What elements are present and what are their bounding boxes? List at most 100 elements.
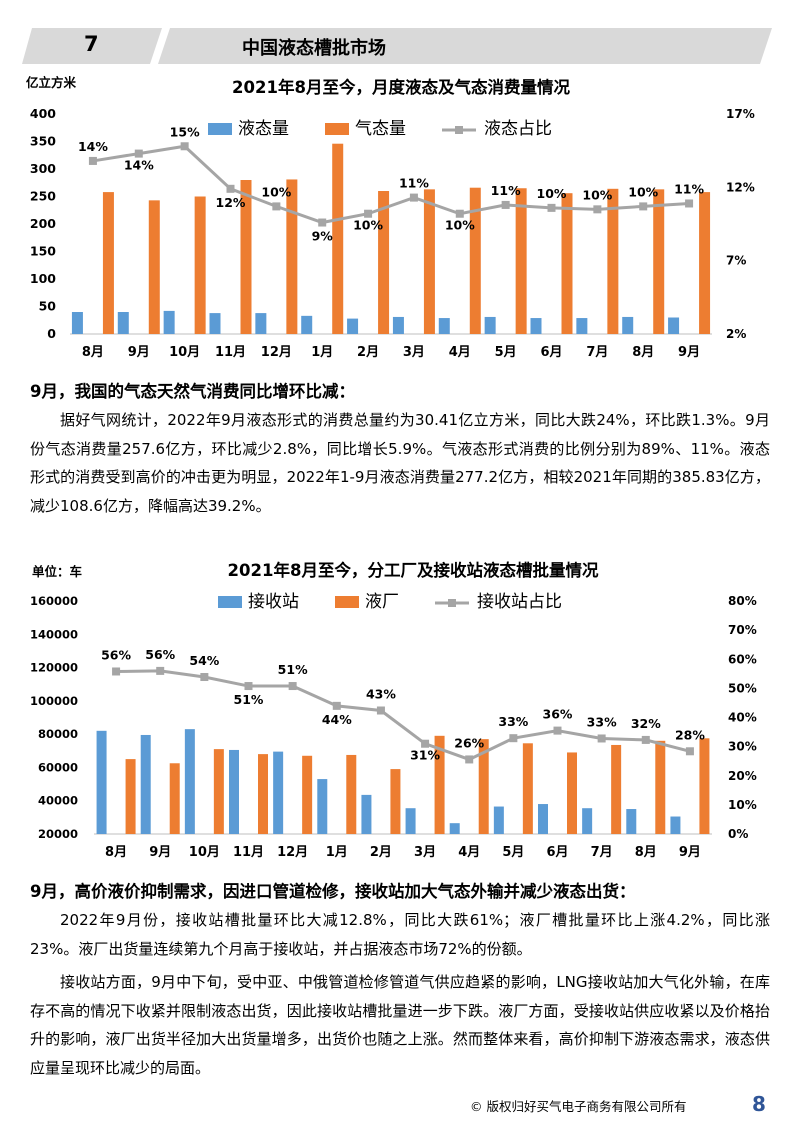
data-label: 10% bbox=[261, 184, 291, 199]
line-point bbox=[376, 706, 385, 715]
data-label: 32% bbox=[631, 716, 661, 731]
data-label: 9% bbox=[312, 229, 334, 244]
bar-series-2 bbox=[194, 196, 206, 334]
data-label: 11% bbox=[399, 176, 429, 191]
legend-item: 接收站占比 bbox=[435, 592, 562, 612]
footer-copyright: © 版权归好买气电子商务有限公司所有 bbox=[470, 1099, 687, 1114]
legend-label: 液厂 bbox=[365, 592, 399, 612]
bar-series-2 bbox=[213, 749, 224, 834]
legend-item: 液态量 bbox=[208, 119, 289, 139]
y-tick-left: 80000 bbox=[38, 727, 78, 741]
bar-series-2 bbox=[522, 743, 533, 834]
line-series bbox=[116, 669, 691, 762]
y-tick-right: 70% bbox=[728, 623, 757, 637]
data-label: 10% bbox=[628, 184, 658, 199]
bar-series-1 bbox=[530, 318, 542, 334]
x-tick-label: 8月 bbox=[82, 345, 104, 360]
y-tick-right: 12% bbox=[726, 180, 755, 194]
x-tick-label: 7月 bbox=[586, 345, 608, 360]
legend-label: 接收站占比 bbox=[477, 592, 562, 612]
bar-series-1 bbox=[347, 318, 359, 334]
x-tick-label: 10月 bbox=[169, 345, 200, 360]
section-title: 中国液态槽批市场 bbox=[242, 38, 386, 59]
line-point bbox=[641, 735, 650, 744]
bar-series-2 bbox=[346, 754, 357, 834]
y-tick-right: 7% bbox=[726, 254, 746, 268]
line-point bbox=[364, 209, 373, 218]
y-tick-right: 17% bbox=[726, 107, 755, 121]
y-tick-left: 100000 bbox=[30, 694, 78, 708]
data-label: 26% bbox=[454, 735, 484, 750]
bar-series-2 bbox=[567, 752, 577, 834]
bar-series-1 bbox=[209, 313, 221, 334]
line-point bbox=[332, 701, 341, 710]
line-point bbox=[547, 203, 556, 212]
data-label: 11% bbox=[674, 181, 704, 196]
bar-series-1 bbox=[626, 809, 637, 834]
bar-series-2 bbox=[302, 755, 313, 834]
y-tick-right: 2% bbox=[726, 327, 746, 341]
x-tick-label: 2月 bbox=[370, 845, 392, 860]
bar-series-1 bbox=[582, 808, 593, 834]
y-tick-left: 20000 bbox=[38, 827, 78, 841]
bar-series-2 bbox=[478, 739, 489, 834]
legend-item: 气态量 bbox=[325, 119, 406, 139]
x-tick-label: 3月 bbox=[403, 345, 425, 360]
legend-swatch bbox=[208, 123, 232, 135]
y-tick-left: 40000 bbox=[38, 794, 78, 808]
legend-swatch bbox=[335, 596, 359, 608]
header-title-bg bbox=[158, 28, 772, 64]
section-heading-2: 9月，高价液价抑制需求，因进口管道检修，接收站加大气态外输并减少液态出货： bbox=[30, 882, 636, 901]
data-label: 33% bbox=[587, 714, 617, 729]
y-tick-left: 400 bbox=[30, 106, 56, 121]
data-label: 43% bbox=[366, 687, 396, 702]
y-tick-right: 10% bbox=[728, 798, 757, 812]
bar-series-1 bbox=[163, 310, 175, 334]
line-point bbox=[318, 218, 327, 227]
legend-item: 接收站 bbox=[218, 592, 299, 612]
bar-series-2 bbox=[258, 754, 268, 834]
line-point bbox=[180, 142, 189, 151]
line-point bbox=[288, 682, 297, 691]
bar-series-2 bbox=[169, 763, 180, 834]
bar-series-1 bbox=[484, 316, 496, 334]
line-point bbox=[272, 202, 281, 211]
chart-unit-label: 单位：车 bbox=[32, 564, 83, 579]
bar-series-1 bbox=[538, 804, 548, 834]
x-tick-label: 7月 bbox=[591, 845, 613, 860]
line-point bbox=[465, 755, 474, 764]
bar-series-2 bbox=[434, 735, 445, 834]
bar-series-1 bbox=[622, 316, 634, 334]
data-label: 54% bbox=[189, 653, 219, 668]
bar-series-2 bbox=[102, 192, 114, 334]
bar-series-2 bbox=[332, 143, 344, 334]
x-tick-label: 2月 bbox=[357, 345, 379, 360]
bar-series-1 bbox=[361, 794, 372, 834]
data-label: 15% bbox=[170, 124, 200, 139]
paragraph-consumption: 据好气网统计，2022年9月液态形式的消费总量约为30.41亿立方米，同比大跌2… bbox=[30, 411, 770, 515]
legend-item: 液态占比 bbox=[442, 119, 552, 139]
bar-series-1 bbox=[184, 729, 195, 834]
data-label: 11% bbox=[491, 183, 521, 198]
data-label: 56% bbox=[101, 647, 131, 662]
x-tick-label: 6月 bbox=[540, 345, 562, 360]
y-tick-left: 350 bbox=[30, 134, 56, 149]
chart-consumption: 2021年8月至今，月度液态及气态消费量情况 亿立方米 液态量 气态量 液态占比 0 50 1… bbox=[20, 70, 780, 370]
data-label: 36% bbox=[543, 707, 573, 722]
bar-series-2 bbox=[469, 187, 481, 334]
chart-title: 2021年8月至今，月度液态及气态消费量情况 bbox=[232, 77, 570, 97]
y-tick-right: 60% bbox=[728, 652, 757, 666]
line-point bbox=[244, 682, 253, 691]
line-point bbox=[226, 184, 235, 193]
y-tick-right: 30% bbox=[728, 740, 757, 754]
data-label: 33% bbox=[498, 714, 528, 729]
bar-series-1 bbox=[438, 318, 450, 334]
legend-label: 液态占比 bbox=[484, 119, 552, 139]
bar-series-1 bbox=[493, 806, 504, 834]
x-tick-label: 9月 bbox=[149, 845, 171, 860]
y-tick-left: 140000 bbox=[30, 627, 78, 641]
y-tick-left: 50 bbox=[39, 299, 57, 314]
y-tick-right: 80% bbox=[728, 594, 757, 608]
